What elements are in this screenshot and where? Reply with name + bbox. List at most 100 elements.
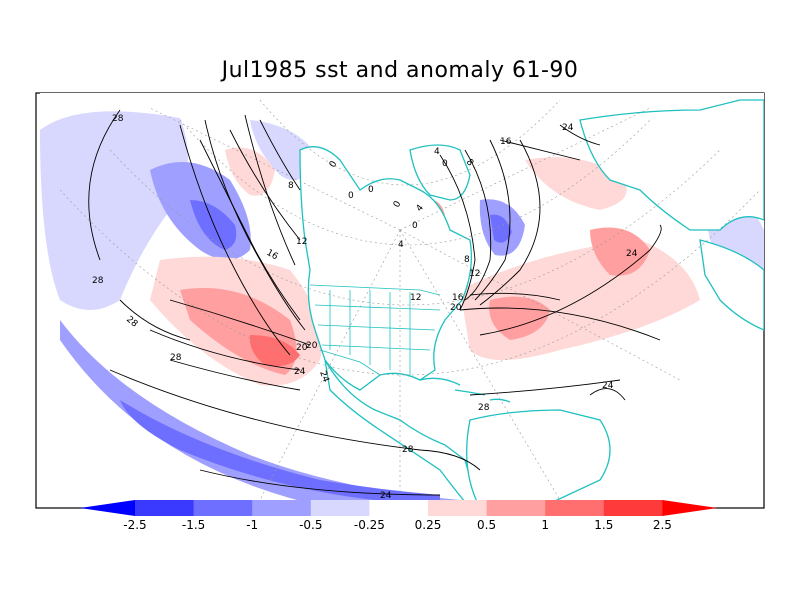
contour-label-5: 28 xyxy=(402,445,414,455)
contour-20-atlantic xyxy=(459,307,661,341)
south-america-land xyxy=(466,409,611,508)
contour-24-europe xyxy=(559,124,601,146)
contour-label-24: 4 xyxy=(398,240,404,250)
contour-label-17: 12 xyxy=(296,237,307,247)
contour-label-12: 20 xyxy=(450,303,462,313)
colorbar-arrow-right xyxy=(662,500,718,516)
lat-circle-2 xyxy=(109,149,721,306)
anomaly-blue-labrador-core xyxy=(490,214,512,243)
contour-20-pacific xyxy=(169,299,311,346)
contour-16-atlantic xyxy=(469,292,561,301)
colorbar-tick-label: -1.5 xyxy=(182,518,205,532)
contour-label-26: 0 xyxy=(348,191,354,201)
us-canada-border xyxy=(309,284,441,296)
contour-label-20: 8 xyxy=(288,181,294,191)
contour-label-8: 24 xyxy=(294,367,306,377)
anomaly-red-north-atlantic-core xyxy=(489,296,550,340)
latlon-grid xyxy=(59,99,761,508)
contour-pacific-a xyxy=(179,124,291,356)
lat-circle-3 xyxy=(179,119,651,246)
africa-land xyxy=(699,239,764,331)
colorbar-tick-label: -2.5 xyxy=(123,518,146,532)
contour-16-north xyxy=(499,139,581,161)
contour-label-30: 0 xyxy=(442,159,448,169)
contour-label-1: 28 xyxy=(112,114,124,124)
colorbar: -2.5 -1.5 -1 -0.5 -0.25 0.25 0.5 1 1.5 2.5 xyxy=(80,500,718,532)
contour-label-18: 12 xyxy=(469,269,480,279)
colorbar-swatch xyxy=(135,500,195,516)
contour-16-pacific xyxy=(199,139,301,321)
contour-label-15: 16 xyxy=(500,137,512,147)
contour-label-19: 12 xyxy=(410,293,421,303)
lon-line-4 xyxy=(399,229,561,501)
colorbar-tick-label: 0.25 xyxy=(415,518,442,532)
contour-label-28: 0 xyxy=(368,185,374,195)
contour-label-32: 24 xyxy=(562,123,574,133)
colorbar-tick-label: -0.5 xyxy=(299,518,322,532)
colorbar-swatch xyxy=(310,500,370,516)
contour-24-south xyxy=(199,469,441,496)
contour-24-pacific xyxy=(149,329,301,371)
lon-line-1 xyxy=(149,107,401,231)
contour-label-33: 24 xyxy=(602,381,614,391)
contour-label-2: 28 xyxy=(92,276,104,286)
contour-label-21: 8 xyxy=(464,255,470,265)
contour-12-pacific xyxy=(229,129,301,241)
contour-28-west xyxy=(88,109,121,261)
contour-label-13: 20 xyxy=(306,341,318,351)
anomaly-blue-gulf-alaska-core xyxy=(190,200,237,250)
colorbar-tick-label: -1 xyxy=(246,518,258,532)
europe-land xyxy=(579,99,764,231)
colorbar-tick-label: 2.5 xyxy=(653,518,672,532)
north-america-land xyxy=(299,146,473,391)
contour-label-4: 28 xyxy=(170,353,182,363)
anomaly-red-norwegian-sea xyxy=(590,227,650,276)
lon-line-6 xyxy=(399,107,651,231)
contour-label-31: 0 xyxy=(392,199,404,209)
contour-label-29: 0 xyxy=(412,221,418,231)
lat-circle-1 xyxy=(59,189,761,376)
contour-labels: 28 28 28 28 28 28 24 24 24 24 20 20 20 1… xyxy=(92,114,638,501)
chart-title: Jul1985 sst and anomaly 61-90 xyxy=(221,58,579,83)
sst-contours xyxy=(88,109,662,496)
contour-label-23: 4 xyxy=(434,147,440,157)
greenland-land xyxy=(409,144,471,201)
anomaly-red-ne-pacific-core xyxy=(249,335,300,367)
colorbar-swatch xyxy=(193,500,253,516)
contour-28-atlantic xyxy=(469,379,621,396)
contour-28-caribbean xyxy=(589,388,626,401)
colorbar-swatch xyxy=(486,500,546,516)
colorbar-tick-label: 0.5 xyxy=(477,518,496,532)
land-outlines xyxy=(299,99,764,508)
anomaly-blue-pacific-west xyxy=(40,111,188,310)
colorbar-arrow-left xyxy=(80,500,135,516)
colorbar-tick-label: -0.25 xyxy=(354,518,385,532)
contour-label-11: 20 xyxy=(296,343,308,353)
contour-label-7: 24 xyxy=(380,491,392,501)
colorbar-swatch xyxy=(428,500,488,516)
contour-atlantic-a xyxy=(439,154,476,311)
contour-atlantic-d xyxy=(479,139,541,306)
colorbar-swatch xyxy=(545,500,605,516)
us-mexico-border xyxy=(319,349,381,376)
contour-label-16: 16 xyxy=(452,293,464,303)
contour-28-sw xyxy=(119,299,301,391)
contour-pacific-b xyxy=(204,119,306,331)
contour-label-10: 24 xyxy=(317,370,330,384)
contour-label-27: 0 xyxy=(328,159,340,169)
contour-24-atlantic xyxy=(479,224,662,336)
lon-line-2 xyxy=(259,229,401,501)
colorbar-swatch xyxy=(603,500,663,516)
contour-atlantic-c xyxy=(474,139,511,301)
contour-8-pacific xyxy=(259,119,301,191)
colorbar-tick-label: 1 xyxy=(541,518,549,532)
contour-atlantic-b xyxy=(464,149,492,301)
contour-pacific-c xyxy=(244,114,296,266)
contour-label-6: 28 xyxy=(478,403,490,413)
contour-label-25: 4 xyxy=(415,203,427,214)
contour-label-22: 8 xyxy=(464,158,476,169)
colorbar-tick-label: 1.5 xyxy=(594,518,613,532)
contour-label-9: 24 xyxy=(626,249,638,259)
colorbar-swatch xyxy=(252,500,312,516)
